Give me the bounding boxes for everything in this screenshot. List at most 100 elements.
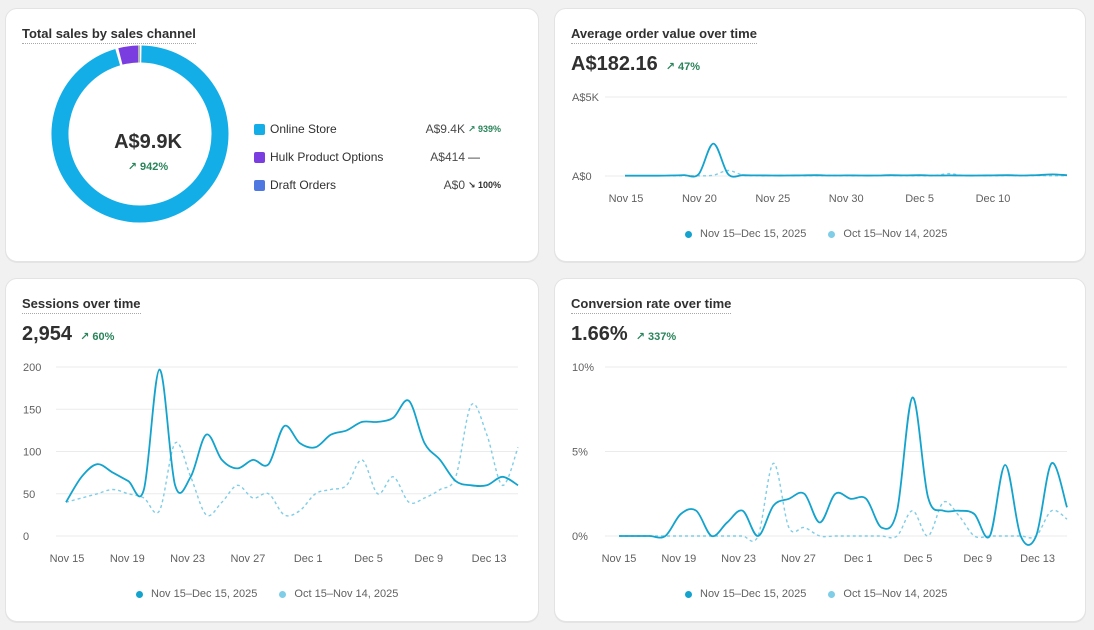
aov-metric: A$182.16 ↗ 47% bbox=[571, 53, 700, 76]
x-tick-label: Dec 10 bbox=[976, 193, 1011, 205]
legend-current-dot bbox=[136, 590, 143, 598]
x-tick-label: Dec 9 bbox=[414, 553, 443, 565]
sessions-card: Sessions over time 2,954 ↗ 60% 0 50 100 150… bbox=[5, 278, 539, 622]
legend-previous[interactable]: Oct 15–Nov 14, 2025 bbox=[828, 588, 947, 600]
conversion-metric: 1.66% ↗ 337% bbox=[571, 323, 676, 346]
aov-legend: Nov 15–Dec 15, 2025 Oct 15–Nov 14, 2025 bbox=[685, 228, 947, 240]
channel-swatch bbox=[254, 123, 265, 135]
x-tick-label: Nov 20 bbox=[682, 193, 717, 205]
series-previous-line[interactable] bbox=[618, 462, 1068, 543]
y-tick-label: 5% bbox=[572, 447, 588, 459]
legend-current-dot bbox=[685, 230, 692, 238]
sessions-legend: Nov 15–Dec 15, 2025 Oct 15–Nov 14, 2025 bbox=[136, 588, 398, 600]
legend-previous-dot bbox=[828, 590, 836, 598]
legend-previous-label: Oct 15–Nov 14, 2025 bbox=[843, 588, 948, 600]
x-tick-label: Nov 19 bbox=[110, 553, 145, 565]
legend-current[interactable]: Nov 15–Dec 15, 2025 bbox=[136, 588, 257, 600]
legend-current-dot bbox=[685, 590, 692, 598]
x-tick-label: Dec 5 bbox=[905, 193, 934, 205]
aov-card: Average order value over time A$182.16 ↗… bbox=[554, 8, 1086, 262]
x-tick-label: Nov 15 bbox=[602, 553, 637, 565]
channel-legend: Online Store A$9.4K ↗ 939% Hulk Product Opt… bbox=[254, 115, 504, 199]
legend-previous-label: Oct 15–Nov 14, 2025 bbox=[843, 228, 948, 240]
channel-change: ↘ 100% bbox=[468, 179, 502, 190]
x-tick-label: Dec 13 bbox=[472, 553, 507, 565]
donut-slice-0[interactable] bbox=[51, 45, 229, 223]
aov-title[interactable]: Average order value over time bbox=[571, 26, 757, 44]
y-tick-label: 100 bbox=[23, 447, 41, 459]
x-tick-label: Nov 23 bbox=[721, 553, 756, 565]
conversion-title[interactable]: Conversion rate over time bbox=[571, 296, 732, 314]
series-current-line[interactable] bbox=[618, 396, 1068, 546]
donut-total-value: A$9.9K bbox=[114, 131, 182, 153]
y-tick-label: 150 bbox=[23, 404, 41, 416]
sales-by-channel-title[interactable]: Total sales by sales channel bbox=[22, 26, 196, 44]
sessions-change: ↗ 60% bbox=[80, 331, 115, 343]
channel-change: ↗ 939% bbox=[468, 123, 502, 134]
x-tick-label: Nov 25 bbox=[755, 193, 790, 205]
x-tick-label: Dec 1 bbox=[294, 553, 323, 565]
channel-value: A$414 bbox=[430, 150, 465, 164]
conversion-value: 1.66% bbox=[571, 323, 628, 345]
y-tick-label: 50 bbox=[23, 489, 35, 501]
sessions-value: 2,954 bbox=[22, 323, 73, 345]
channel-row[interactable]: Draft Orders A$0 ↘ 100% bbox=[254, 171, 504, 199]
channel-name: Hulk Product Options bbox=[270, 150, 384, 164]
channel-row[interactable]: Hulk Product Options A$414— bbox=[254, 143, 504, 171]
sales-donut-chart bbox=[51, 45, 229, 223]
channel-name: Draft Orders bbox=[270, 178, 337, 192]
legend-previous[interactable]: Oct 15–Nov 14, 2025 bbox=[828, 228, 947, 240]
legend-current-label: Nov 15–Dec 15, 2025 bbox=[700, 588, 807, 600]
aov-value: A$182.16 bbox=[571, 53, 658, 75]
legend-current[interactable]: Nov 15–Dec 15, 2025 bbox=[685, 228, 806, 240]
channel-swatch bbox=[254, 179, 265, 191]
x-tick-label: Nov 15 bbox=[50, 553, 85, 565]
x-tick-label: Nov 27 bbox=[230, 553, 265, 565]
aov-change: ↗ 47% bbox=[665, 61, 701, 73]
sessions-metric: 2,954 ↗ 60% bbox=[22, 323, 114, 346]
x-tick-label: Nov 30 bbox=[829, 193, 864, 205]
y-tick-label: 200 bbox=[23, 362, 41, 374]
donut-total-change-wrap: ↗ 942% bbox=[58, 157, 238, 175]
channel-value: A$0 bbox=[443, 178, 465, 192]
legend-previous-dot bbox=[828, 230, 836, 238]
x-tick-label: Dec 9 bbox=[963, 553, 992, 565]
channel-swatch bbox=[254, 151, 265, 163]
x-tick-label: Dec 5 bbox=[904, 553, 933, 565]
series-previous-line[interactable] bbox=[65, 403, 519, 517]
conversion-line-chart: 0% 5% 10% Nov 15 Nov 19 Nov 23 Nov 27 Dec 1 Dec … bbox=[572, 362, 1068, 565]
sales-by-channel-card: Total sales by sales channel A$9.9K ↗ 94… bbox=[5, 8, 539, 262]
x-tick-label: Dec 13 bbox=[1020, 553, 1055, 565]
donut-total: A$9.9K bbox=[58, 131, 238, 154]
x-tick-label: Nov 15 bbox=[609, 193, 644, 205]
aov-line-chart: A$0 A$5K Nov 15 Nov 20 Nov 25 Nov 30 Dec 5 Dec … bbox=[572, 92, 1068, 205]
donut-total-change: ↗ 942% bbox=[127, 161, 169, 173]
y-tick-label: 0% bbox=[572, 531, 588, 543]
sessions-title[interactable]: Sessions over time bbox=[22, 296, 141, 314]
channel-row[interactable]: Online Store A$9.4K ↗ 939% bbox=[254, 115, 504, 143]
legend-current[interactable]: Nov 15–Dec 15, 2025 bbox=[685, 588, 806, 600]
y-tick-label: 0 bbox=[23, 531, 29, 543]
channel-change: — bbox=[468, 150, 480, 164]
channel-value: A$9.4K bbox=[425, 122, 465, 136]
x-tick-label: Dec 1 bbox=[844, 553, 873, 565]
conversion-card: Conversion rate over time 1.66% ↗ 337% 0… bbox=[554, 278, 1086, 622]
legend-previous[interactable]: Oct 15–Nov 14, 2025 bbox=[279, 588, 398, 600]
y-tick-label: A$0 bbox=[572, 171, 592, 183]
donut-slice-1[interactable] bbox=[118, 45, 139, 65]
x-tick-label: Nov 27 bbox=[781, 553, 816, 565]
conversion-legend: Nov 15–Dec 15, 2025 Oct 15–Nov 14, 2025 bbox=[685, 588, 947, 600]
series-current-line[interactable] bbox=[625, 142, 1068, 178]
x-tick-label: Nov 23 bbox=[170, 553, 205, 565]
y-tick-label: A$5K bbox=[572, 92, 600, 104]
legend-previous-label: Oct 15–Nov 14, 2025 bbox=[294, 588, 399, 600]
sessions-line-chart: 0 50 100 150 200 Nov 15 Nov 19 Nov 23 Nov 27 Dec … bbox=[23, 362, 519, 565]
series-current-line[interactable] bbox=[65, 368, 519, 503]
channel-name: Online Store bbox=[270, 122, 337, 136]
legend-current-label: Nov 15–Dec 15, 2025 bbox=[151, 588, 258, 600]
x-tick-label: Nov 19 bbox=[661, 553, 696, 565]
legend-current-label: Nov 15–Dec 15, 2025 bbox=[700, 228, 807, 240]
y-tick-label: 10% bbox=[572, 362, 594, 374]
x-tick-label: Dec 5 bbox=[354, 553, 383, 565]
legend-previous-dot bbox=[279, 590, 287, 598]
